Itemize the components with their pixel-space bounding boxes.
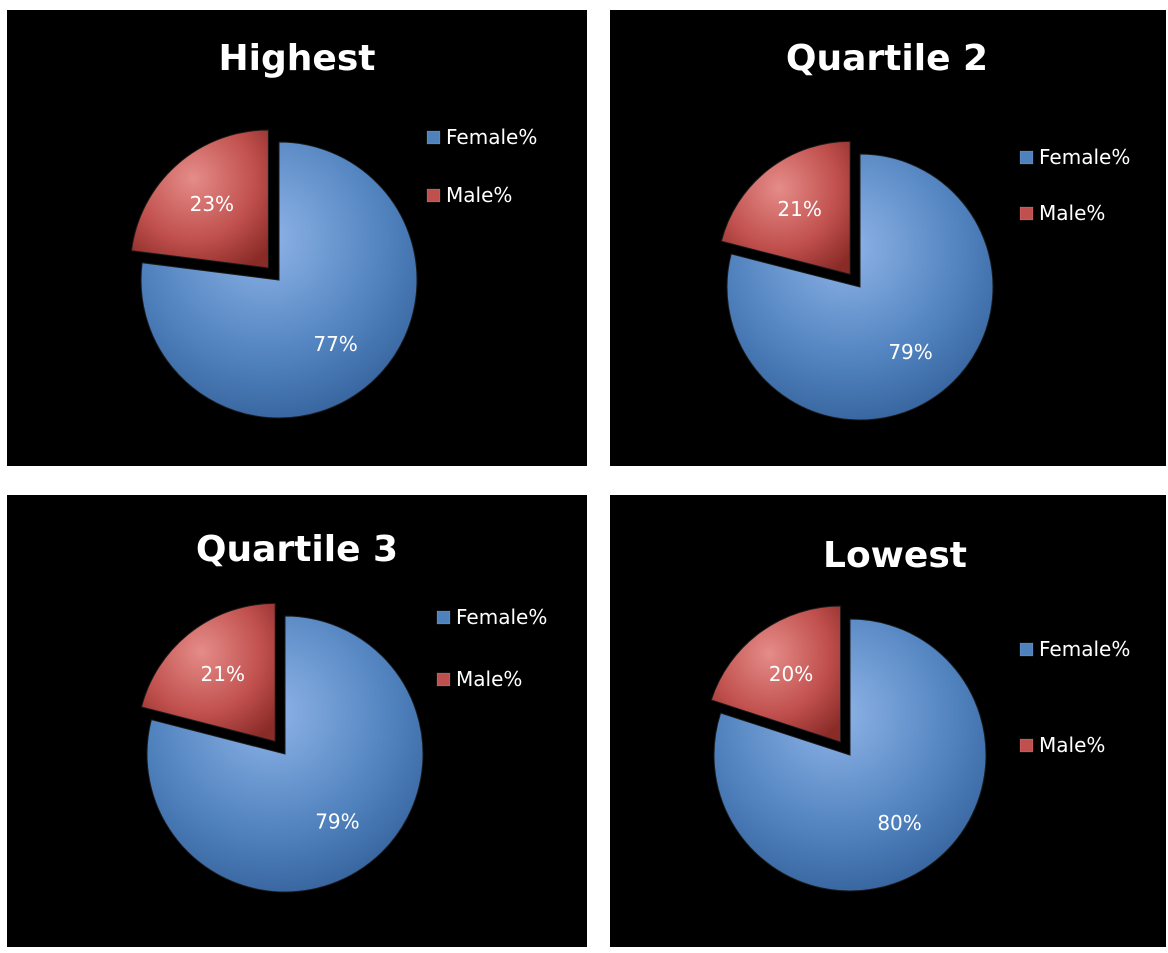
legend-swatch-male [436, 672, 451, 687]
legend-label-female: Female% [446, 125, 537, 149]
legend-swatch-female [426, 130, 441, 145]
chart-panel-quartile-3: Quartile 3 79% 21% Female% Male% [7, 495, 587, 947]
legend-label-female: Female% [1039, 637, 1130, 661]
chart-title: Highest [219, 38, 376, 79]
legend-label-male: Male% [1039, 201, 1105, 225]
pie-slice-female [713, 618, 987, 892]
pie-slice-male [710, 605, 842, 743]
pie-chart-quartile-2: Quartile 2 79% 21% Female% Male% [720, 38, 1130, 421]
legend-swatch-female [1019, 150, 1034, 165]
pie-slice-female [146, 615, 424, 893]
legend-swatch-male [426, 188, 441, 203]
legend-label-female: Female% [456, 605, 547, 629]
data-label-male: 23% [190, 192, 234, 216]
legend-swatch-male [1019, 738, 1034, 753]
legend-swatch-female [1019, 642, 1034, 657]
pie-slice-female [140, 141, 418, 419]
chart-title: Quartile 2 [786, 38, 988, 79]
legend-label-male: Male% [1039, 733, 1105, 757]
pie-slice-female [726, 153, 994, 421]
pie-chart-highest: Highest 77% 23% Female% Male% [130, 38, 537, 419]
chart-panel-highest: Highest 77% 23% Female% Male% [7, 10, 587, 466]
legend-swatch-male [1019, 206, 1034, 221]
pie-chart-lowest: Lowest 80% 20% Female% Male% [710, 535, 1130, 892]
pie-chart-quartile-3: Quartile 3 79% 21% Female% Male% [140, 529, 547, 893]
chart-panel-quartile-2: Quartile 2 79% 21% Female% Male% [610, 10, 1166, 466]
data-label-female: 79% [888, 340, 932, 364]
chart-panel-lowest: Lowest 80% 20% Female% Male% [610, 495, 1166, 947]
legend-label-female: Female% [1039, 145, 1130, 169]
legend-label-male: Male% [456, 667, 522, 691]
chart-title: Quartile 3 [196, 529, 398, 570]
data-label-male: 21% [201, 662, 245, 686]
legend-label-male: Male% [446, 183, 512, 207]
data-label-male: 21% [777, 197, 821, 221]
pie-slice-male [140, 602, 276, 743]
data-label-female: 80% [877, 811, 921, 835]
chart-title: Lowest [823, 535, 967, 576]
data-label-female: 79% [315, 810, 359, 834]
data-label-female: 77% [313, 332, 357, 356]
pie-slice-male [130, 129, 269, 269]
pie-slice-male [720, 140, 851, 276]
legend-swatch-female [436, 610, 451, 625]
data-label-male: 20% [769, 662, 813, 686]
